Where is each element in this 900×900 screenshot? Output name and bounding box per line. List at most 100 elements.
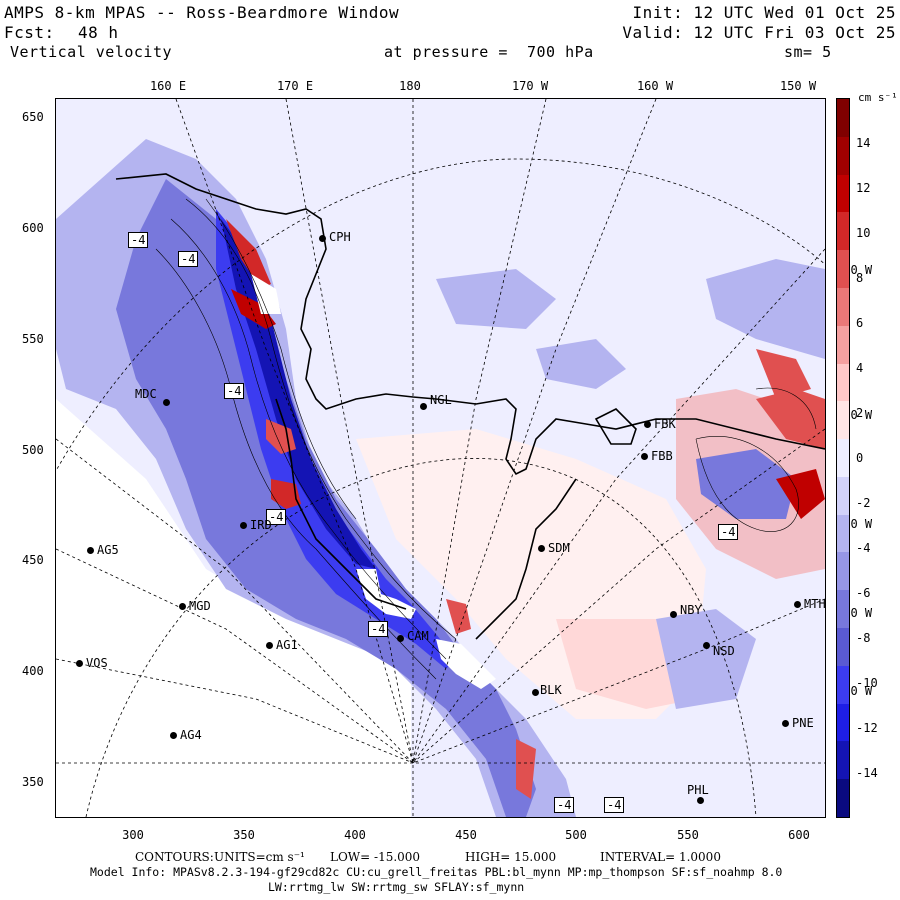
station-dot <box>266 642 273 649</box>
colorbar-tick-label: -12 <box>856 721 878 735</box>
station-dot <box>532 689 539 696</box>
lon-label: 160 E <box>149 79 187 93</box>
pressure-level: at pressure = 700 hPa <box>384 43 594 61</box>
colorbar-tick-label: 2 <box>856 406 864 420</box>
station-label: CPH <box>329 230 351 244</box>
contour-label: -4 <box>718 524 739 540</box>
smoothing: sm= 5 <box>784 43 832 61</box>
colorbar-segment <box>837 287 849 327</box>
map-title: AMPS 8-km MPAS -- Ross-Beardmore Window <box>4 3 400 22</box>
colorbar-segment <box>837 174 849 213</box>
station-label: BLK <box>540 683 562 697</box>
colorbar-units: cm s⁻¹ <box>858 91 898 104</box>
y-tick: 400 <box>22 664 44 678</box>
contour-label: -4 <box>266 509 287 525</box>
station-dot <box>420 403 427 410</box>
colorbar-tick-label: 4 <box>856 361 864 375</box>
lon-label: 180 <box>399 79 421 93</box>
forecast-hour: 48 h <box>78 23 119 42</box>
colorbar-segment <box>837 401 849 440</box>
lon-label: 170 E <box>276 79 314 93</box>
colorbar-segment <box>837 703 849 742</box>
station-label: PHL <box>687 783 709 797</box>
contours-interval: INTERVAL= 1.0000 <box>600 850 721 864</box>
station-label: VOS <box>86 656 108 670</box>
colorbar-tick-label: 14 <box>856 136 871 150</box>
forecast-label: Fcst: <box>4 23 55 42</box>
field-name: Vertical velocity <box>10 43 173 61</box>
model-info-2: LW:rrtmg_lw SW:rrtmg_sw SFLAY:sf_mynn <box>268 880 525 894</box>
y-tick: 500 <box>22 443 44 457</box>
x-tick: 500 <box>565 828 587 842</box>
colorbar-tick-label: -10 <box>856 676 878 690</box>
y-tick: 650 <box>22 110 44 124</box>
y-tick: 350 <box>22 775 44 789</box>
station-dot <box>641 453 648 460</box>
colorbar-segment <box>837 363 849 402</box>
station-label: NGL <box>430 393 452 407</box>
colorbar-segment <box>837 552 849 591</box>
contour-label: -4 <box>554 797 575 813</box>
x-tick: 350 <box>233 828 255 842</box>
map-panel: -4 -4 -4 -4 -4 -4 -4 -4 CPH NGL MDC FBK … <box>55 98 872 818</box>
colorbar-tick-label: 6 <box>856 316 864 330</box>
contour-label: -4 <box>604 797 625 813</box>
contours-high: HIGH= 15.000 <box>465 850 557 864</box>
station-dot <box>397 635 404 642</box>
colorbar-tick-label: 12 <box>856 181 871 195</box>
contours-label: CONTOURS: <box>135 850 214 864</box>
colorbar-segment <box>837 779 849 818</box>
colorbar-tick-label: -2 <box>856 496 871 510</box>
station-dot <box>163 399 170 406</box>
station-dot <box>703 642 710 649</box>
colorbar-segment <box>837 590 849 629</box>
station-dot <box>644 421 651 428</box>
station-label: CAM <box>407 629 429 643</box>
station-label: FBK <box>654 417 676 431</box>
x-tick: 550 <box>677 828 699 842</box>
x-tick: 600 <box>788 828 810 842</box>
y-tick: 600 <box>22 221 44 235</box>
colorbar-tick-label: -6 <box>856 586 871 600</box>
colorbar <box>836 98 850 818</box>
colorbar-tick-label: 10 <box>856 226 871 240</box>
station-label: SDM <box>548 541 570 555</box>
station-label: IRD <box>250 518 272 532</box>
colorbar-tick-label: 0 <box>856 451 864 465</box>
x-tick: 400 <box>344 828 366 842</box>
station-label: FBB <box>651 449 673 463</box>
colorbar-tick-label: -14 <box>856 766 878 780</box>
colorbar-tick-label: -4 <box>856 541 871 555</box>
colorbar-segment <box>837 665 849 705</box>
colorbar-segment <box>837 741 849 780</box>
station-dot <box>538 545 545 552</box>
station-label: AG4 <box>180 728 202 742</box>
station-label: MDC <box>135 387 157 401</box>
colorbar-segment <box>837 99 849 138</box>
x-tick: 300 <box>122 828 144 842</box>
colorbar-tick-label: -8 <box>856 631 871 645</box>
station-dot <box>240 522 247 529</box>
colorbar-segment <box>837 212 849 251</box>
y-tick: 450 <box>22 553 44 567</box>
station-dot <box>76 660 83 667</box>
colorbar-tick-label: 8 <box>856 271 864 285</box>
station-dot <box>319 235 326 242</box>
colorbar-segment <box>837 325 849 365</box>
station-label: MTH <box>804 597 826 611</box>
station-dot <box>782 720 789 727</box>
station-dot <box>670 611 677 618</box>
init-time: Init: 12 UTC Wed 01 Oct 25 <box>632 3 896 22</box>
station-dot <box>697 797 704 804</box>
colorbar-segment <box>837 476 849 516</box>
vertical-velocity-map <box>56 99 825 817</box>
colorbar-segment <box>837 514 849 553</box>
colorbar-segment <box>837 136 849 176</box>
station-label: NSD <box>713 644 735 658</box>
station-label: MGD <box>189 599 211 613</box>
station-dot <box>87 547 94 554</box>
lon-label: 150 W <box>779 79 817 93</box>
contour-label: -4 <box>128 232 149 248</box>
station-dot <box>170 732 177 739</box>
lon-label: 160 W <box>636 79 674 93</box>
